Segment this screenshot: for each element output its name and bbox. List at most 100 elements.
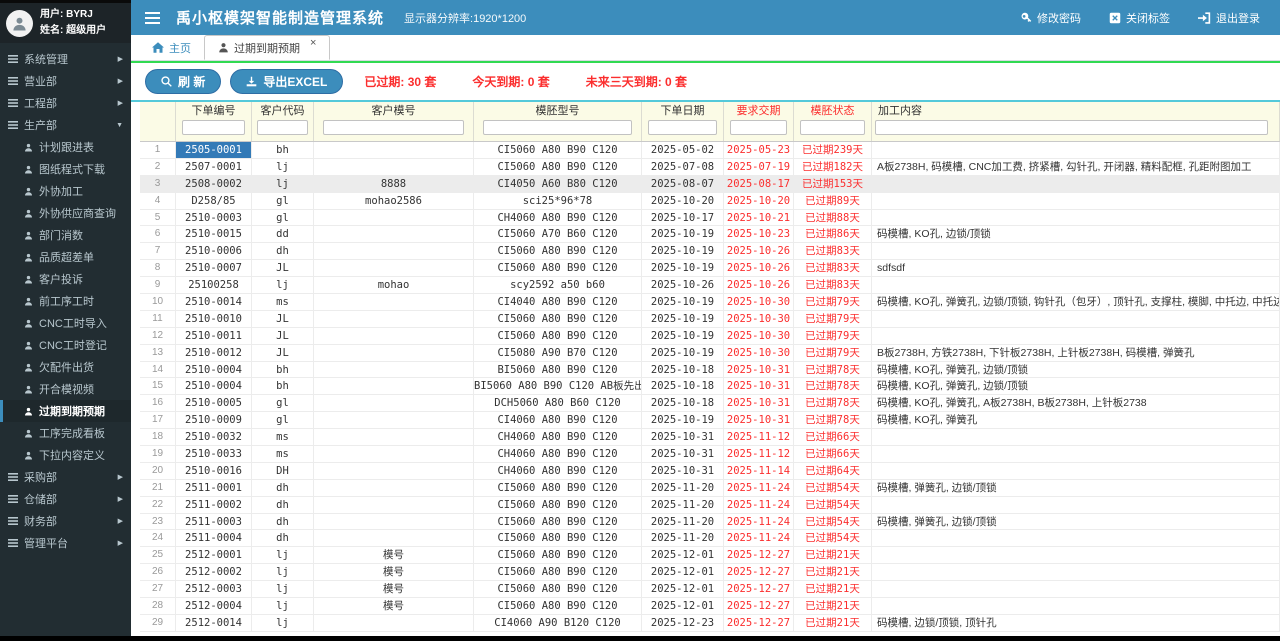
customer-mold-cell[interactable] — [314, 496, 474, 513]
status-cell[interactable]: 已过期79天 — [794, 327, 872, 344]
customer-mold-cell[interactable] — [314, 294, 474, 310]
order-no-cell[interactable]: 2510-0011 — [176, 327, 252, 344]
order-date-cell[interactable]: 2025-10-18 — [642, 361, 724, 378]
customer-mold-cell[interactable] — [314, 412, 474, 429]
order-date-cell[interactable]: 2025-08-07 — [642, 175, 724, 192]
order-no-cell[interactable]: 2510-0009 — [176, 412, 252, 429]
column-filter-input[interactable] — [181, 120, 246, 135]
sidebar-item[interactable]: 品质超差单 — [0, 246, 131, 268]
due-date-cell[interactable]: 2025-05-23 — [724, 142, 794, 158]
customer-code-cell[interactable]: ms — [252, 294, 314, 310]
order-date-cell[interactable]: 2025-10-19 — [642, 260, 724, 277]
order-date-cell[interactable]: 2025-10-19 — [642, 412, 724, 429]
close-icon[interactable]: × — [310, 37, 317, 49]
customer-code-cell[interactable]: lj — [252, 614, 314, 631]
customer-mold-cell[interactable] — [314, 395, 474, 412]
mold-base-model-cell[interactable]: CH4060 A80 B90 C120 — [474, 209, 642, 226]
order-no-cell[interactable]: 2507-0001 — [176, 158, 252, 175]
due-date-cell[interactable]: 2025-10-31 — [724, 361, 794, 378]
customer-mold-cell[interactable] — [314, 243, 474, 260]
customer-code-cell[interactable]: lj — [252, 581, 314, 598]
process-content-cell[interactable]: 码模槽, 弹簧孔, 边锁/顶锁 — [872, 479, 1280, 496]
customer-mold-cell[interactable] — [314, 614, 474, 631]
process-content-cell[interactable] — [872, 496, 1280, 513]
tab-home[interactable]: 主页 — [139, 35, 204, 60]
customer-code-cell[interactable]: bh — [252, 142, 314, 158]
customer-mold-cell[interactable] — [314, 530, 474, 547]
order-no-cell[interactable]: 2512-0001 — [176, 547, 252, 564]
order-date-cell[interactable]: 2025-10-20 — [642, 192, 724, 209]
status-cell[interactable]: 已过期79天 — [794, 294, 872, 310]
sidebar-item[interactable]: 计划跟进表 — [0, 136, 131, 158]
due-date-cell[interactable]: 2025-10-26 — [724, 260, 794, 277]
due-date-cell[interactable]: 2025-11-24 — [724, 513, 794, 530]
mold-base-model-cell[interactable]: CI5060 A80 B90 C120 — [474, 158, 642, 175]
order-date-cell[interactable]: 2025-07-08 — [642, 158, 724, 175]
mold-base-model-cell[interactable]: CI5060 A80 B90 C120 — [474, 598, 642, 614]
order-no-cell[interactable]: 2510-0014 — [176, 294, 252, 310]
sidebar-item[interactable]: 系统管理 ▶ — [0, 48, 131, 70]
order-no-cell[interactable]: 2510-0015 — [176, 226, 252, 243]
customer-code-cell[interactable]: gl — [252, 209, 314, 226]
status-cell[interactable]: 已过期89天 — [794, 192, 872, 209]
due-date-cell[interactable]: 2025-11-12 — [724, 429, 794, 446]
process-content-cell[interactable]: A板2738H, 码模槽, CNC加工费, 挤紧槽, 勾针孔, 开闭器, 精料配… — [872, 158, 1280, 175]
mold-base-model-cell[interactable]: CI5060 A80 B90 C120 — [474, 327, 642, 344]
due-date-cell[interactable]: 2025-10-30 — [724, 344, 794, 361]
order-date-cell[interactable]: 2025-12-01 — [642, 547, 724, 564]
process-content-cell[interactable] — [872, 277, 1280, 294]
order-date-cell[interactable]: 2025-12-23 — [642, 614, 724, 631]
due-date-cell[interactable]: 2025-12-27 — [724, 614, 794, 631]
sidebar-item[interactable]: 外协加工 — [0, 180, 131, 202]
customer-mold-cell[interactable]: mohao2586 — [314, 192, 474, 209]
customer-code-cell[interactable]: gl — [252, 412, 314, 429]
sidebar-item[interactable]: 欠配件出货 — [0, 356, 131, 378]
order-no-cell[interactable]: 2512-0014 — [176, 614, 252, 631]
change-password-button[interactable]: 修改密码 — [1020, 10, 1081, 26]
tab-overdue-forecast[interactable]: 过期到期预期 × — [204, 35, 331, 60]
due-date-cell[interactable]: 2025-07-19 — [724, 158, 794, 175]
status-cell[interactable]: 已过期54天 — [794, 479, 872, 496]
mold-base-model-cell[interactable]: CH4060 A80 B90 C120 — [474, 462, 642, 479]
process-content-cell[interactable] — [872, 310, 1280, 327]
order-date-cell[interactable]: 2025-10-18 — [642, 378, 724, 395]
mold-base-model-cell[interactable]: BI5060 A80 B90 C120 — [474, 361, 642, 378]
customer-mold-cell[interactable] — [314, 327, 474, 344]
customer-mold-cell[interactable]: 模号 — [314, 581, 474, 598]
mold-base-model-cell[interactable]: CI5060 A80 B90 C120 — [474, 513, 642, 530]
order-no-cell[interactable]: 2511-0003 — [176, 513, 252, 530]
hamburger-icon[interactable] — [145, 11, 160, 24]
sidebar-item[interactable]: CNC工时登记 — [0, 334, 131, 356]
column-filter-input[interactable] — [875, 120, 1268, 135]
customer-mold-cell[interactable] — [314, 209, 474, 226]
mold-base-model-cell[interactable]: BI5060 A80 B90 C120 AB板先出 — [474, 378, 642, 395]
mold-base-model-cell[interactable]: CI4060 A90 B120 C120 — [474, 614, 642, 631]
customer-code-cell[interactable]: dd — [252, 226, 314, 243]
sidebar-item[interactable]: 生产部 ▼ — [0, 114, 131, 136]
order-no-cell[interactable]: 2511-0004 — [176, 530, 252, 547]
mold-base-model-cell[interactable]: CI5060 A80 B90 C120 — [474, 243, 642, 260]
mold-base-model-cell[interactable]: CI5060 A80 B90 C120 — [474, 479, 642, 496]
customer-code-cell[interactable]: dh — [252, 513, 314, 530]
status-cell[interactable]: 已过期86天 — [794, 226, 872, 243]
status-cell[interactable]: 已过期64天 — [794, 462, 872, 479]
order-date-cell[interactable]: 2025-12-01 — [642, 598, 724, 614]
order-no-cell[interactable]: 2510-0004 — [176, 378, 252, 395]
customer-code-cell[interactable]: gl — [252, 395, 314, 412]
mold-base-model-cell[interactable]: CI5060 A80 B90 C120 — [474, 260, 642, 277]
order-no-cell[interactable]: 2512-0002 — [176, 564, 252, 581]
sidebar-item[interactable]: 图纸程式下载 — [0, 158, 131, 180]
sidebar-item[interactable]: 工程部 ▶ — [0, 92, 131, 114]
mold-base-model-cell[interactable]: CH4060 A80 B90 C120 — [474, 446, 642, 462]
status-cell[interactable]: 已过期66天 — [794, 446, 872, 462]
due-date-cell[interactable]: 2025-11-14 — [724, 462, 794, 479]
process-content-cell[interactable] — [872, 243, 1280, 260]
process-content-cell[interactable] — [872, 530, 1280, 547]
process-content-cell[interactable] — [872, 192, 1280, 209]
export-excel-button[interactable]: 导出EXCEL — [230, 69, 344, 94]
customer-mold-cell[interactable] — [314, 361, 474, 378]
customer-code-cell[interactable]: dh — [252, 479, 314, 496]
customer-mold-cell[interactable]: 8888 — [314, 175, 474, 192]
mold-base-model-cell[interactable]: CI5060 A80 B90 C120 — [474, 496, 642, 513]
status-cell[interactable]: 已过期66天 — [794, 429, 872, 446]
